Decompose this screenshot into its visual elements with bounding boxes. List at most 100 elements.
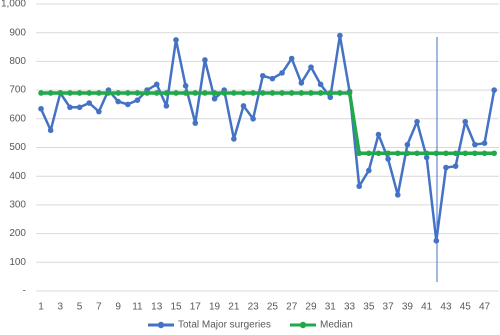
point: [221, 90, 228, 96]
point: [462, 118, 469, 125]
point: [182, 90, 189, 96]
point: [47, 90, 54, 96]
point: [491, 150, 497, 157]
point: [105, 90, 112, 96]
point: [250, 116, 256, 122]
x-tick-label: 23: [248, 302, 260, 313]
x-tick-label: 9: [115, 302, 121, 313]
point: [433, 150, 440, 157]
y-tick-label: 800: [9, 56, 26, 67]
point: [327, 90, 334, 96]
point: [38, 105, 44, 112]
point: [414, 118, 420, 125]
point: [423, 150, 430, 157]
point: [491, 87, 497, 93]
point: [124, 101, 131, 108]
x-tick-label: 19: [209, 302, 221, 313]
point: [452, 150, 459, 157]
point: [288, 90, 295, 96]
x-tick-label: 39: [402, 302, 414, 313]
point: [211, 90, 218, 96]
point: [86, 100, 93, 106]
point: [414, 150, 420, 157]
point: [279, 90, 285, 96]
y-tick-label: -: [23, 286, 26, 297]
point: [404, 150, 411, 157]
point: [452, 163, 459, 169]
point: [443, 150, 449, 157]
point: [481, 140, 488, 146]
point: [366, 150, 372, 157]
x-tick-label: 35: [363, 302, 375, 313]
point: [356, 150, 362, 157]
y-tick-label: 500: [9, 142, 26, 153]
point: [202, 90, 208, 96]
point: [231, 136, 237, 142]
x-tick-label: 15: [170, 302, 182, 313]
point: [38, 90, 44, 96]
point: [211, 95, 218, 102]
point: [134, 90, 141, 96]
point: [173, 37, 179, 43]
x-tick-label: 31: [325, 302, 337, 313]
y-tick-label: 100: [9, 257, 26, 268]
point: [124, 90, 131, 96]
y-tick-label: 900: [9, 27, 26, 38]
point: [115, 98, 121, 105]
point: [86, 90, 93, 96]
point: [67, 90, 73, 96]
point: [337, 32, 343, 39]
point: [404, 141, 411, 148]
legend-label: Total Major surgeries: [178, 320, 271, 331]
point: [375, 131, 382, 138]
point: [144, 90, 150, 96]
point: [472, 141, 478, 148]
y-tick-label: 700: [9, 85, 26, 96]
point: [443, 164, 449, 171]
x-tick-label: 5: [77, 302, 83, 313]
y-tick-label: 300: [9, 200, 26, 211]
point: [481, 150, 488, 157]
point: [173, 90, 179, 96]
point: [76, 90, 83, 96]
point: [308, 90, 314, 96]
point: [134, 97, 141, 103]
point: [279, 70, 285, 76]
point: [288, 55, 295, 62]
point: [57, 90, 64, 96]
x-tick-label: 47: [479, 302, 491, 313]
x-tick-label: 21: [228, 302, 240, 313]
point: [308, 64, 314, 70]
point: [240, 90, 247, 96]
x-tick-label: 29: [305, 302, 317, 313]
point: [269, 75, 276, 82]
y-tick-label: 200: [9, 228, 26, 239]
x-tick-label: 7: [96, 302, 102, 313]
legend-label: Median: [320, 320, 353, 331]
point: [356, 183, 362, 190]
point: [192, 90, 199, 96]
point: [298, 80, 305, 86]
x-tick-label: 25: [267, 302, 279, 313]
point: [163, 103, 170, 109]
x-tick-label: 17: [190, 302, 202, 313]
y-tick-label: 1,000: [1, 0, 26, 10]
point: [182, 82, 189, 89]
x-tick-label: 27: [286, 302, 298, 313]
x-tick-label: 41: [421, 302, 433, 313]
series-line: [39, 34, 496, 243]
point: [240, 103, 247, 109]
point: [346, 90, 353, 96]
point: [96, 108, 102, 115]
point: [337, 90, 343, 96]
point: [394, 150, 401, 157]
x-tick-label: 43: [440, 302, 452, 313]
point: [47, 127, 54, 134]
x-tick-label: 3: [58, 302, 64, 313]
point: [250, 90, 256, 96]
point: [67, 104, 73, 111]
point: [327, 94, 334, 101]
point: [259, 72, 266, 79]
point: [375, 150, 382, 157]
x-tick-label: 45: [460, 302, 472, 313]
